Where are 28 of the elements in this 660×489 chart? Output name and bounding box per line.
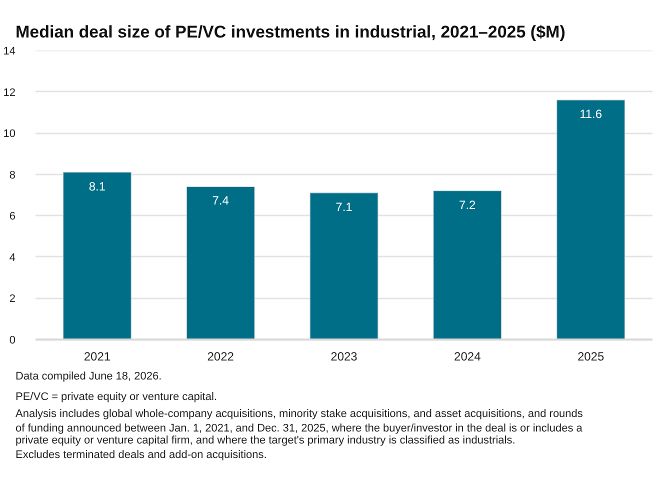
x-tick-label: 2023 — [330, 350, 358, 364]
data-label: 8.1 — [88, 179, 106, 194]
bar — [556, 100, 626, 340]
x-tick-label: 2025 — [577, 350, 604, 364]
text: Data compiled June 18, 2026. — [16, 370, 162, 382]
data-label: 7.2 — [459, 198, 476, 212]
data-label: 11.6 — [580, 107, 602, 122]
y-tick-label: 6 — [9, 210, 16, 223]
bar — [310, 192, 378, 340]
text: Analysis includes global whole-company acquisitions, minority stake acquisitions, and asset acquisitions, and rounds of funding announced between Jan. 1, 2021, and Dec. 31, 2025, where the buyer/investor in the deal is or includes a private equity or venture capital firm, and where the target's primary industry is classified as industrials. — [16, 408, 584, 446]
bar — [62, 172, 132, 340]
y-tick-label: 12 — [3, 86, 16, 99]
x-tick-label: 2021 — [84, 350, 111, 364]
y-tick-label: 2 — [9, 293, 16, 306]
text: PE/VC = private equity or venture capital. — [16, 391, 217, 403]
text: Excludes terminated deals and add-on acquisitions. — [16, 449, 267, 461]
x-tick-label: 2022 — [207, 350, 234, 364]
bar — [433, 190, 502, 340]
y-tick-label: 4 — [9, 252, 16, 264]
y-tick-label: 0 — [9, 334, 16, 346]
data-label: 7.4 — [212, 194, 230, 208]
data-label: 7.1 — [336, 200, 353, 214]
y-tick-label: 10 — [3, 128, 16, 140]
x-tick-label: 2024 — [454, 350, 482, 364]
y-tick-label: 8 — [9, 169, 16, 182]
chart-title: Median deal size of PE/VC investments in industrial, 2021–2025 ($M) — [16, 22, 566, 42]
bar — [186, 186, 255, 340]
y-tick-label: 14 — [3, 46, 16, 58]
